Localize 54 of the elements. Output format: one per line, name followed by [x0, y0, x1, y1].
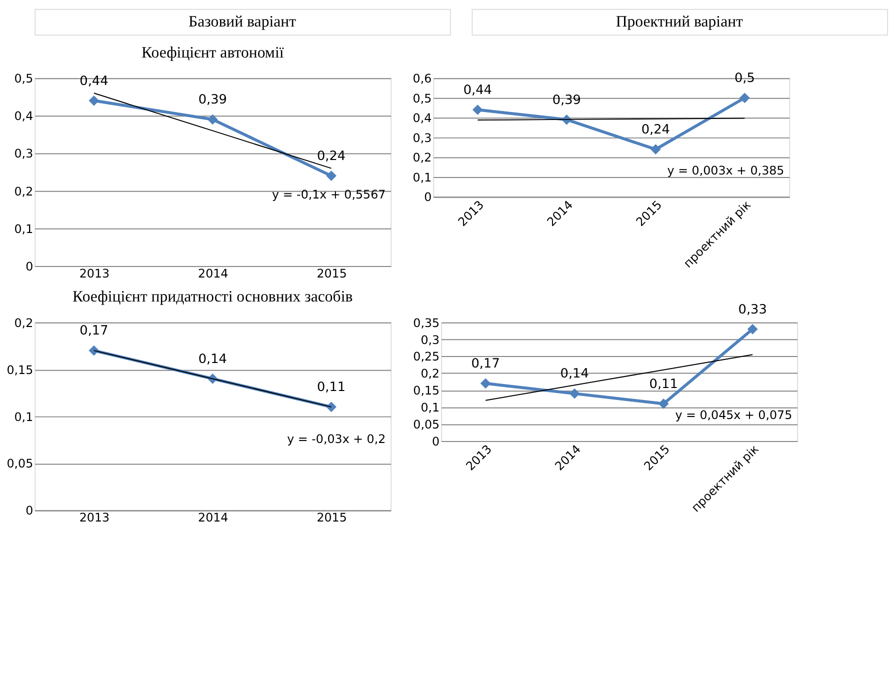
chart-title: Коефіцієнт придатності основних засобів [72, 288, 353, 306]
y-tick-label: 0,15 [6, 362, 34, 377]
y-tick-label: 0,1 [14, 222, 34, 236]
x-tick-label: 2015 [316, 510, 347, 525]
data-label: 0,44 [80, 74, 108, 89]
data-label: 0,17 [80, 324, 108, 339]
y-tick-label: 0,25 [413, 350, 440, 364]
y-tick-label: 0,05 [6, 456, 34, 471]
y-tick-label: 0,3 [412, 130, 432, 145]
y-tick-label: 0,35 [413, 316, 440, 330]
data-label: 0,11 [316, 380, 346, 396]
y-tick-label: 0,3 [420, 332, 440, 347]
data-label: 0,14 [560, 366, 589, 382]
y-tick-label: 0,1 [420, 400, 440, 415]
annotation: y = -0,03x + 0,2 [287, 432, 386, 446]
y-tick-label: 0,15 [413, 384, 440, 398]
data-label: 0,39 [198, 92, 227, 108]
data-label: 0,24 [316, 148, 346, 164]
y-tick-label: 0 [424, 190, 432, 204]
y-tick-label: 0,6 [412, 72, 432, 86]
y-tick-label: 0,5 [412, 91, 432, 106]
y-tick-label: 0,1 [412, 170, 432, 184]
y-tick-label: 0,1 [14, 410, 34, 424]
chart-title: Коефіцієнт автономії [141, 44, 284, 62]
y-tick-label: 0 [432, 434, 440, 448]
y-tick-label: 0,4 [14, 109, 34, 124]
data-label: 0,17 [471, 356, 500, 372]
y-tick-label: 0,3 [14, 146, 34, 161]
x-tick-label: 2013 [79, 266, 110, 280]
x-tick-label: 2014 [198, 510, 228, 525]
y-tick-label: 0,05 [413, 418, 440, 432]
data-label: 0,24 [641, 122, 670, 138]
data-label: 0,33 [738, 302, 767, 318]
x-tick-label: 2015 [316, 266, 347, 280]
annotation: y = 0,003x + 0,385 [667, 164, 784, 178]
data-label: 0,11 [649, 376, 678, 392]
annotation: y = 0,045x + 0,075 [675, 408, 792, 422]
y-tick-label: 0 [26, 504, 34, 518]
chart-subtitle: Проектний варіант [616, 14, 744, 31]
x-tick-label: 2014 [198, 266, 228, 280]
data-label: 0,5 [734, 71, 755, 86]
annotation: y = -0,1x + 0,5567 [272, 188, 386, 202]
x-tick-label: 2013 [79, 510, 110, 525]
chart-subtitle: Базовий варіант [188, 14, 296, 31]
y-tick-label: 0,2 [412, 150, 432, 165]
y-tick-label: 0,2 [14, 184, 34, 198]
y-tick-label: 0 [26, 259, 34, 274]
data-label: 0,14 [198, 352, 227, 367]
y-tick-label: 0,5 [14, 72, 34, 86]
data-label: 0,39 [552, 92, 581, 108]
data-label: 0,44 [463, 82, 492, 98]
y-tick-label: 0,2 [14, 316, 34, 330]
y-tick-label: 0,4 [412, 111, 432, 126]
y-tick-label: 0,2 [420, 366, 440, 381]
